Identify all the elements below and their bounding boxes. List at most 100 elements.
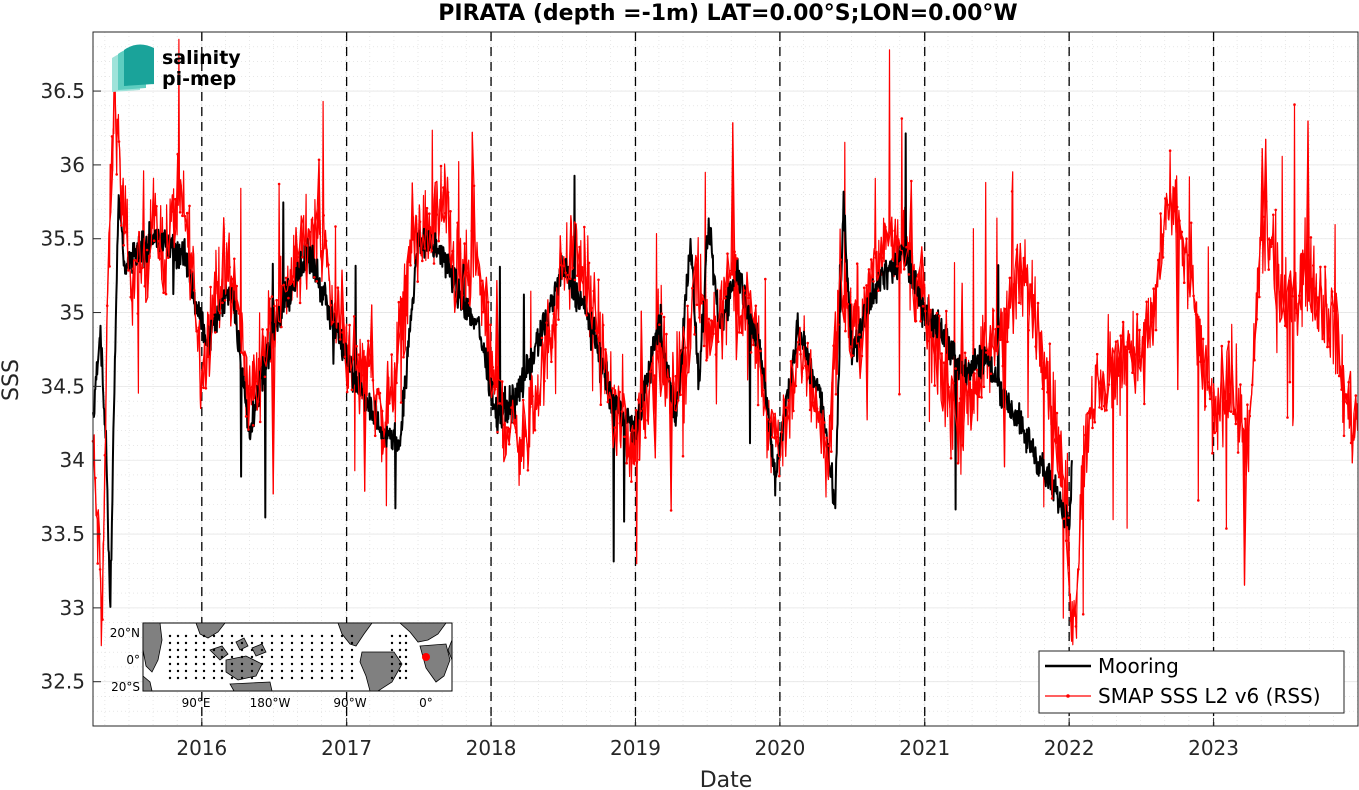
x-axis-label: Date: [700, 768, 753, 790]
smap-point: [306, 244, 309, 247]
smap-point: [383, 445, 386, 448]
inset-mooring-dot: [260, 669, 264, 673]
x-tick-label: 2020: [754, 736, 805, 760]
smap-point: [519, 439, 523, 442]
axes-frame: [92, 31, 1359, 727]
smap-point: [822, 421, 826, 424]
smap-point: [1347, 380, 1350, 384]
y-tick-label: 36: [60, 153, 85, 177]
smap-point: [975, 368, 979, 372]
smap-point: [1178, 219, 1181, 222]
inset-mooring-dot: [330, 648, 334, 652]
smap-point: [1239, 383, 1242, 386]
inset-mooring-dot: [404, 676, 408, 680]
smap-point: [1138, 328, 1141, 332]
inset-mooring-dot: [330, 669, 334, 673]
smap-point: [185, 211, 189, 215]
smap-point: [728, 273, 732, 276]
smap-point: [423, 247, 427, 250]
inset-mooring-dot: [270, 648, 274, 652]
inset-mooring-dot: [194, 669, 198, 673]
smap-point: [676, 399, 680, 402]
smap-point: [709, 319, 713, 322]
inset-mooring-dot: [168, 676, 172, 680]
smap-point: [931, 337, 934, 340]
smap-point: [554, 323, 558, 327]
smap-point: [848, 345, 852, 348]
smap-point: [895, 264, 899, 268]
smap-point: [1036, 301, 1040, 305]
smap-point: [1032, 294, 1035, 297]
smap-point: [1175, 205, 1179, 209]
inset-selected-mooring-marker: [422, 653, 430, 661]
smap-point: [216, 281, 219, 284]
smap-point: [110, 135, 114, 138]
smap-point: [402, 355, 405, 359]
smap-point: [1304, 282, 1308, 286]
smap-point: [578, 245, 581, 249]
smap-point: [827, 444, 831, 448]
smap-point: [1161, 256, 1165, 259]
smap-point: [785, 406, 788, 409]
smap-point: [1015, 248, 1019, 251]
inset-mooring-dot: [290, 648, 294, 652]
smap-point: [115, 173, 118, 176]
smap-point: [705, 359, 708, 362]
smap-point: [533, 428, 537, 432]
smap-point: [399, 401, 403, 404]
inset-mooring-dot: [194, 676, 198, 680]
inset-mooring-dot: [230, 662, 234, 666]
inset-mooring-dot: [310, 662, 314, 666]
smap-point: [371, 378, 375, 382]
smap-point: [1154, 328, 1158, 332]
smap-point: [1265, 200, 1268, 203]
smap-point: [141, 266, 144, 270]
smap-point: [733, 250, 736, 254]
smap-point: [1269, 245, 1273, 249]
smap-point: [956, 462, 960, 465]
smap-point: [872, 280, 875, 283]
inset-mooring-dot: [194, 662, 198, 666]
smap-point: [1189, 221, 1193, 225]
smap-point: [712, 332, 715, 336]
smap-point: [218, 311, 222, 315]
smap-point: [298, 301, 302, 305]
inset-mooring-dot: [250, 655, 254, 659]
smap-point: [202, 386, 205, 390]
salinity-pi-mep-logo: salinity pi-mep: [112, 44, 241, 92]
smap-point: [94, 476, 97, 480]
smap-point: [837, 323, 840, 326]
smap-point: [623, 435, 626, 439]
inset-mooring-dot: [398, 669, 402, 673]
smap-point: [453, 297, 457, 301]
smap-point: [282, 283, 286, 287]
inset-mooring-dot: [202, 655, 206, 659]
smap-point: [263, 375, 267, 379]
smap-point: [780, 430, 783, 434]
inset-lat-label-0: 0°: [126, 653, 140, 667]
smap-point: [103, 453, 107, 457]
inset-mooring-dot: [310, 669, 314, 673]
inset-mooring-dot: [260, 648, 264, 652]
smap-point: [905, 245, 908, 249]
smap-point: [498, 402, 502, 405]
smap-point: [406, 258, 410, 262]
smap-point: [667, 377, 671, 381]
inset-mooring-dot: [398, 655, 402, 659]
smap-point: [273, 304, 276, 308]
inset-mooring-dot: [212, 634, 216, 638]
inset-mooring-dots: [168, 634, 408, 680]
inset-mooring-dot: [290, 669, 294, 673]
inset-mooring-dot: [390, 634, 394, 638]
smap-point: [1349, 441, 1353, 445]
inset-mooring-dot: [250, 662, 254, 666]
y-tick-label: 34: [60, 448, 85, 472]
inset-mooring-dot: [260, 662, 264, 666]
smap-point: [651, 362, 654, 365]
smap-point: [221, 301, 224, 305]
smap-point: [124, 220, 128, 224]
smap-point: [470, 229, 474, 233]
smap-point: [1157, 258, 1160, 262]
smap-point: [566, 273, 570, 277]
inset-mooring-dot: [330, 641, 334, 645]
